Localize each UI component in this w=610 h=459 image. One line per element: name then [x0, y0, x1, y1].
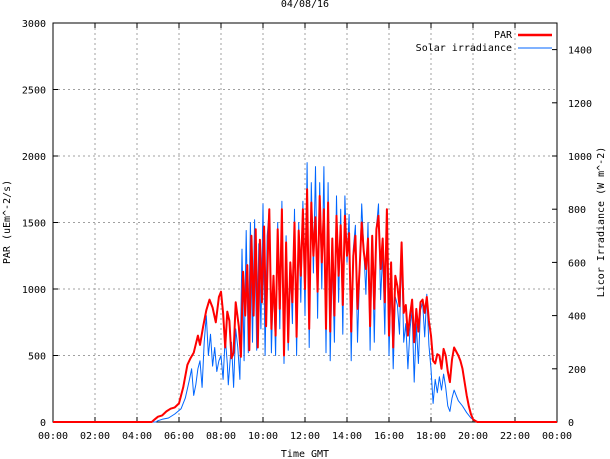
x-tick-label: 14:00 — [332, 431, 362, 442]
y2-tick-label: 200 — [568, 365, 586, 376]
x-tick-label: 00:00 — [38, 431, 68, 442]
y-tick-label: 1500 — [22, 219, 46, 230]
x-tick-label: 10:00 — [248, 431, 278, 442]
x-tick-label: 04:00 — [122, 431, 152, 442]
legend-label-solar-irradiance: Solar irradiance — [416, 43, 512, 54]
y-tick-label: 2500 — [22, 86, 46, 97]
y-tick-label: 2000 — [22, 152, 46, 163]
par-line — [53, 188, 557, 423]
y-axis-label: PAR (uEm^-2/s) — [2, 180, 13, 264]
y2-tick-label: 1400 — [568, 46, 592, 57]
solar-irradiance-line — [53, 162, 557, 423]
y2-tick-label: 0 — [568, 418, 574, 429]
x-tick-label: 22:00 — [500, 431, 530, 442]
chart-legend: PAR Solar irradiance — [416, 30, 552, 54]
y2-tick-label: 800 — [568, 205, 586, 216]
x-axis-label: Time GMT — [281, 449, 329, 459]
x-tick-label: 06:00 — [164, 431, 194, 442]
y2-axis-label: Licor Irradiance (W m^-2) — [596, 147, 607, 298]
grid-lines — [53, 23, 557, 422]
x-tick-label: 18:00 — [416, 431, 446, 442]
y2-tick-label: 600 — [568, 258, 586, 269]
y2-tick-label: 1200 — [568, 99, 592, 110]
y-tick-label: 500 — [28, 352, 46, 363]
x-tick-label: 12:00 — [290, 431, 320, 442]
x-tick-label: 20:00 — [458, 431, 488, 442]
x-tick-label: 02:00 — [80, 431, 110, 442]
y-tick-label: 0 — [40, 418, 46, 429]
legend-label-par: PAR — [494, 30, 513, 41]
y-tick-label: 1000 — [22, 285, 46, 296]
x-tick-label: 00:00 — [542, 431, 572, 442]
y2-tick-label: 400 — [568, 312, 586, 323]
chart-title: 04/08/16 — [281, 0, 329, 10]
x-tick-label: 08:00 — [206, 431, 236, 442]
series-layer — [53, 162, 557, 423]
x-tick-label: 16:00 — [374, 431, 404, 442]
y2-tick-label: 1000 — [568, 152, 592, 163]
y-tick-label: 3000 — [22, 19, 46, 30]
